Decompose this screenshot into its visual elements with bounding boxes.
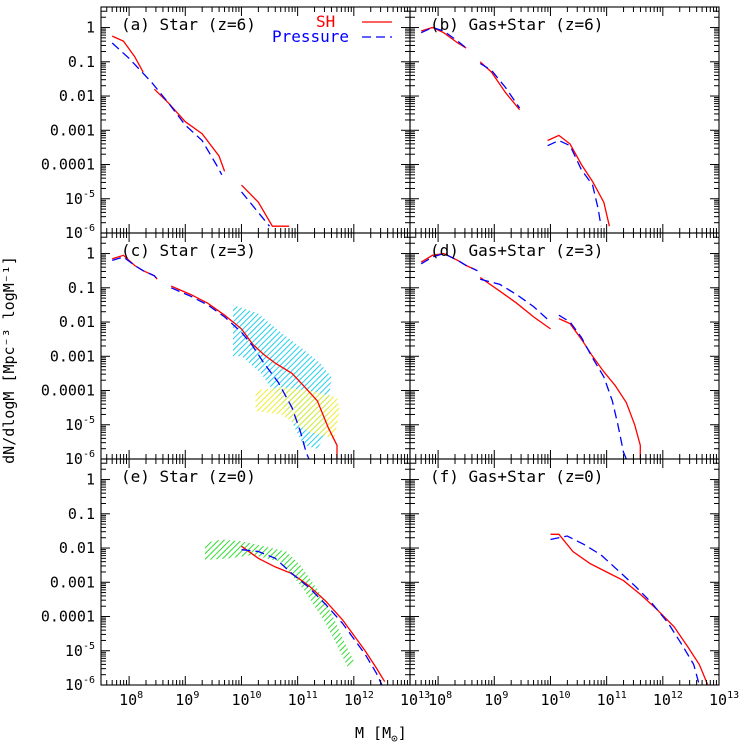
x-axis-label-main: M [M xyxy=(355,724,391,742)
panel-frame xyxy=(100,458,411,686)
legend-pressure-label: Pressure xyxy=(272,27,349,46)
panel-title: (f) Gas+Star (z=0) xyxy=(430,467,603,486)
y-tick-label: 1 xyxy=(86,471,95,489)
panel-frame xyxy=(409,458,720,686)
panel-title: (d) Gas+Star (z=3) xyxy=(430,241,603,260)
y-tick-label: 0.01 xyxy=(59,539,95,557)
y-tick-label: 0.1 xyxy=(68,53,95,71)
panel-frame xyxy=(409,232,720,460)
panel-d: (d) Gas+Star (z=3) xyxy=(409,232,720,460)
x-axis-label: M [M⊙] xyxy=(355,724,407,745)
series-sh-segment-2 xyxy=(547,134,611,227)
panel-c: (c) Star (z=3) 1 0.1 0.01 0.001 0.0001 10-5 10-… xyxy=(41,232,411,468)
y-tick-label: 0.0001 xyxy=(41,382,95,400)
y-tick-label: 10-6 xyxy=(65,449,95,468)
series-sh-segment-1 xyxy=(479,276,551,330)
series-sh-segment-0 xyxy=(111,35,144,73)
x-tick-label: 1013 xyxy=(709,690,739,709)
series-pressure-segment-0 xyxy=(420,26,467,49)
y-tick-label: 0.001 xyxy=(50,347,95,365)
x-axis-label-sun: ⊙ xyxy=(391,732,398,745)
series-sh-segment-0 xyxy=(550,533,709,685)
y-tick-label: 10-5 xyxy=(65,189,95,208)
panel-title: (a) Star (z=6) xyxy=(121,15,256,34)
x-axis-label-close: ] xyxy=(398,724,407,742)
series-sh-segment-1 xyxy=(170,285,338,459)
panel-e: (e) Star (z=0) 1 0.1 0.01 0.001 0.0001 10-5 10-… xyxy=(41,458,430,709)
y-tick-label: 0.01 xyxy=(59,313,95,331)
series-pressure-segment-0 xyxy=(420,252,478,272)
series-pressure-segment-1 xyxy=(240,191,271,227)
series-pressure-segment-1 xyxy=(170,287,310,459)
series-pressure-segment-0 xyxy=(241,549,383,685)
panel-f: (f) Gas+Star (z=0) 108 109 1010 1011 1012 1013 xyxy=(409,458,739,709)
svg-text:M [M⊙]: M [M⊙] xyxy=(355,724,407,745)
panel-title: (c) Star (z=3) xyxy=(121,241,256,260)
y-tick-label: 10-5 xyxy=(65,415,95,434)
x-tick-label: 109 xyxy=(175,690,199,709)
y-tick-label: 1 xyxy=(86,245,95,263)
x-tick-label: 1010 xyxy=(231,690,261,709)
panel-b: (b) Gas+Star (z=6) xyxy=(409,6,720,234)
shaded-region-0 xyxy=(204,539,354,668)
x-tick-label: 108 xyxy=(428,690,452,709)
series-sh-segment-2 xyxy=(558,318,641,459)
x-tick-label: 1012 xyxy=(653,690,683,709)
series-pressure-segment-0 xyxy=(112,256,158,280)
y-tick-label: 0.0001 xyxy=(41,608,95,626)
series-pressure-segment-0 xyxy=(111,42,223,176)
y-tick-label: 10-5 xyxy=(65,641,95,660)
y-tick-label: 10-6 xyxy=(65,223,95,242)
series-sh-segment-2 xyxy=(241,184,290,227)
x-tick-label: 1012 xyxy=(344,690,374,709)
series-pressure-segment-0 xyxy=(550,535,700,685)
x-tick-label: 1013 xyxy=(400,690,430,709)
series-pressure-segment-2 xyxy=(558,314,627,459)
y-tick-label: 10-6 xyxy=(65,675,95,694)
shaded-region-1 xyxy=(255,387,340,439)
panel-title: (b) Gas+Star (z=6) xyxy=(430,15,603,34)
legend: SH Pressure xyxy=(272,12,392,46)
x-tick-label: 1010 xyxy=(540,690,570,709)
y-tick-label: 0.1 xyxy=(68,279,95,297)
y-tick-label: 0.001 xyxy=(50,573,95,591)
series-sh-segment-1 xyxy=(153,88,226,172)
y-tick-label: 0.01 xyxy=(59,87,95,105)
y-tick-label: 0.001 xyxy=(50,121,95,139)
panel-a: (a) Star (z=6) 1 0.1 0.01 0.001 0.0001 10-5 10-… xyxy=(41,6,411,242)
x-tick-label: 1011 xyxy=(597,690,627,709)
x-tick-label: 108 xyxy=(119,690,143,709)
y-tick-label: 0.0001 xyxy=(41,156,95,174)
panel-grid: (a) Star (z=6) 1 0.1 0.01 0.001 0.0001 10-5 10-… xyxy=(41,6,739,709)
series-sh-segment-0 xyxy=(241,545,386,682)
y-tick-label: 0.1 xyxy=(68,505,95,523)
y-tick-label: 1 xyxy=(86,19,95,37)
series-sh-segment-1 xyxy=(479,61,521,111)
legend-sh-label: SH xyxy=(316,12,335,31)
x-tick-label: 1011 xyxy=(288,690,318,709)
series-pressure-segment-1 xyxy=(479,62,521,109)
x-tick-label: 109 xyxy=(484,690,508,709)
panel-frame xyxy=(409,6,720,234)
y-axis-label: dN/dlogM [Mpc⁻³ logM⁻¹] xyxy=(0,256,18,464)
panel-title: (e) Star (z=0) xyxy=(121,467,256,486)
